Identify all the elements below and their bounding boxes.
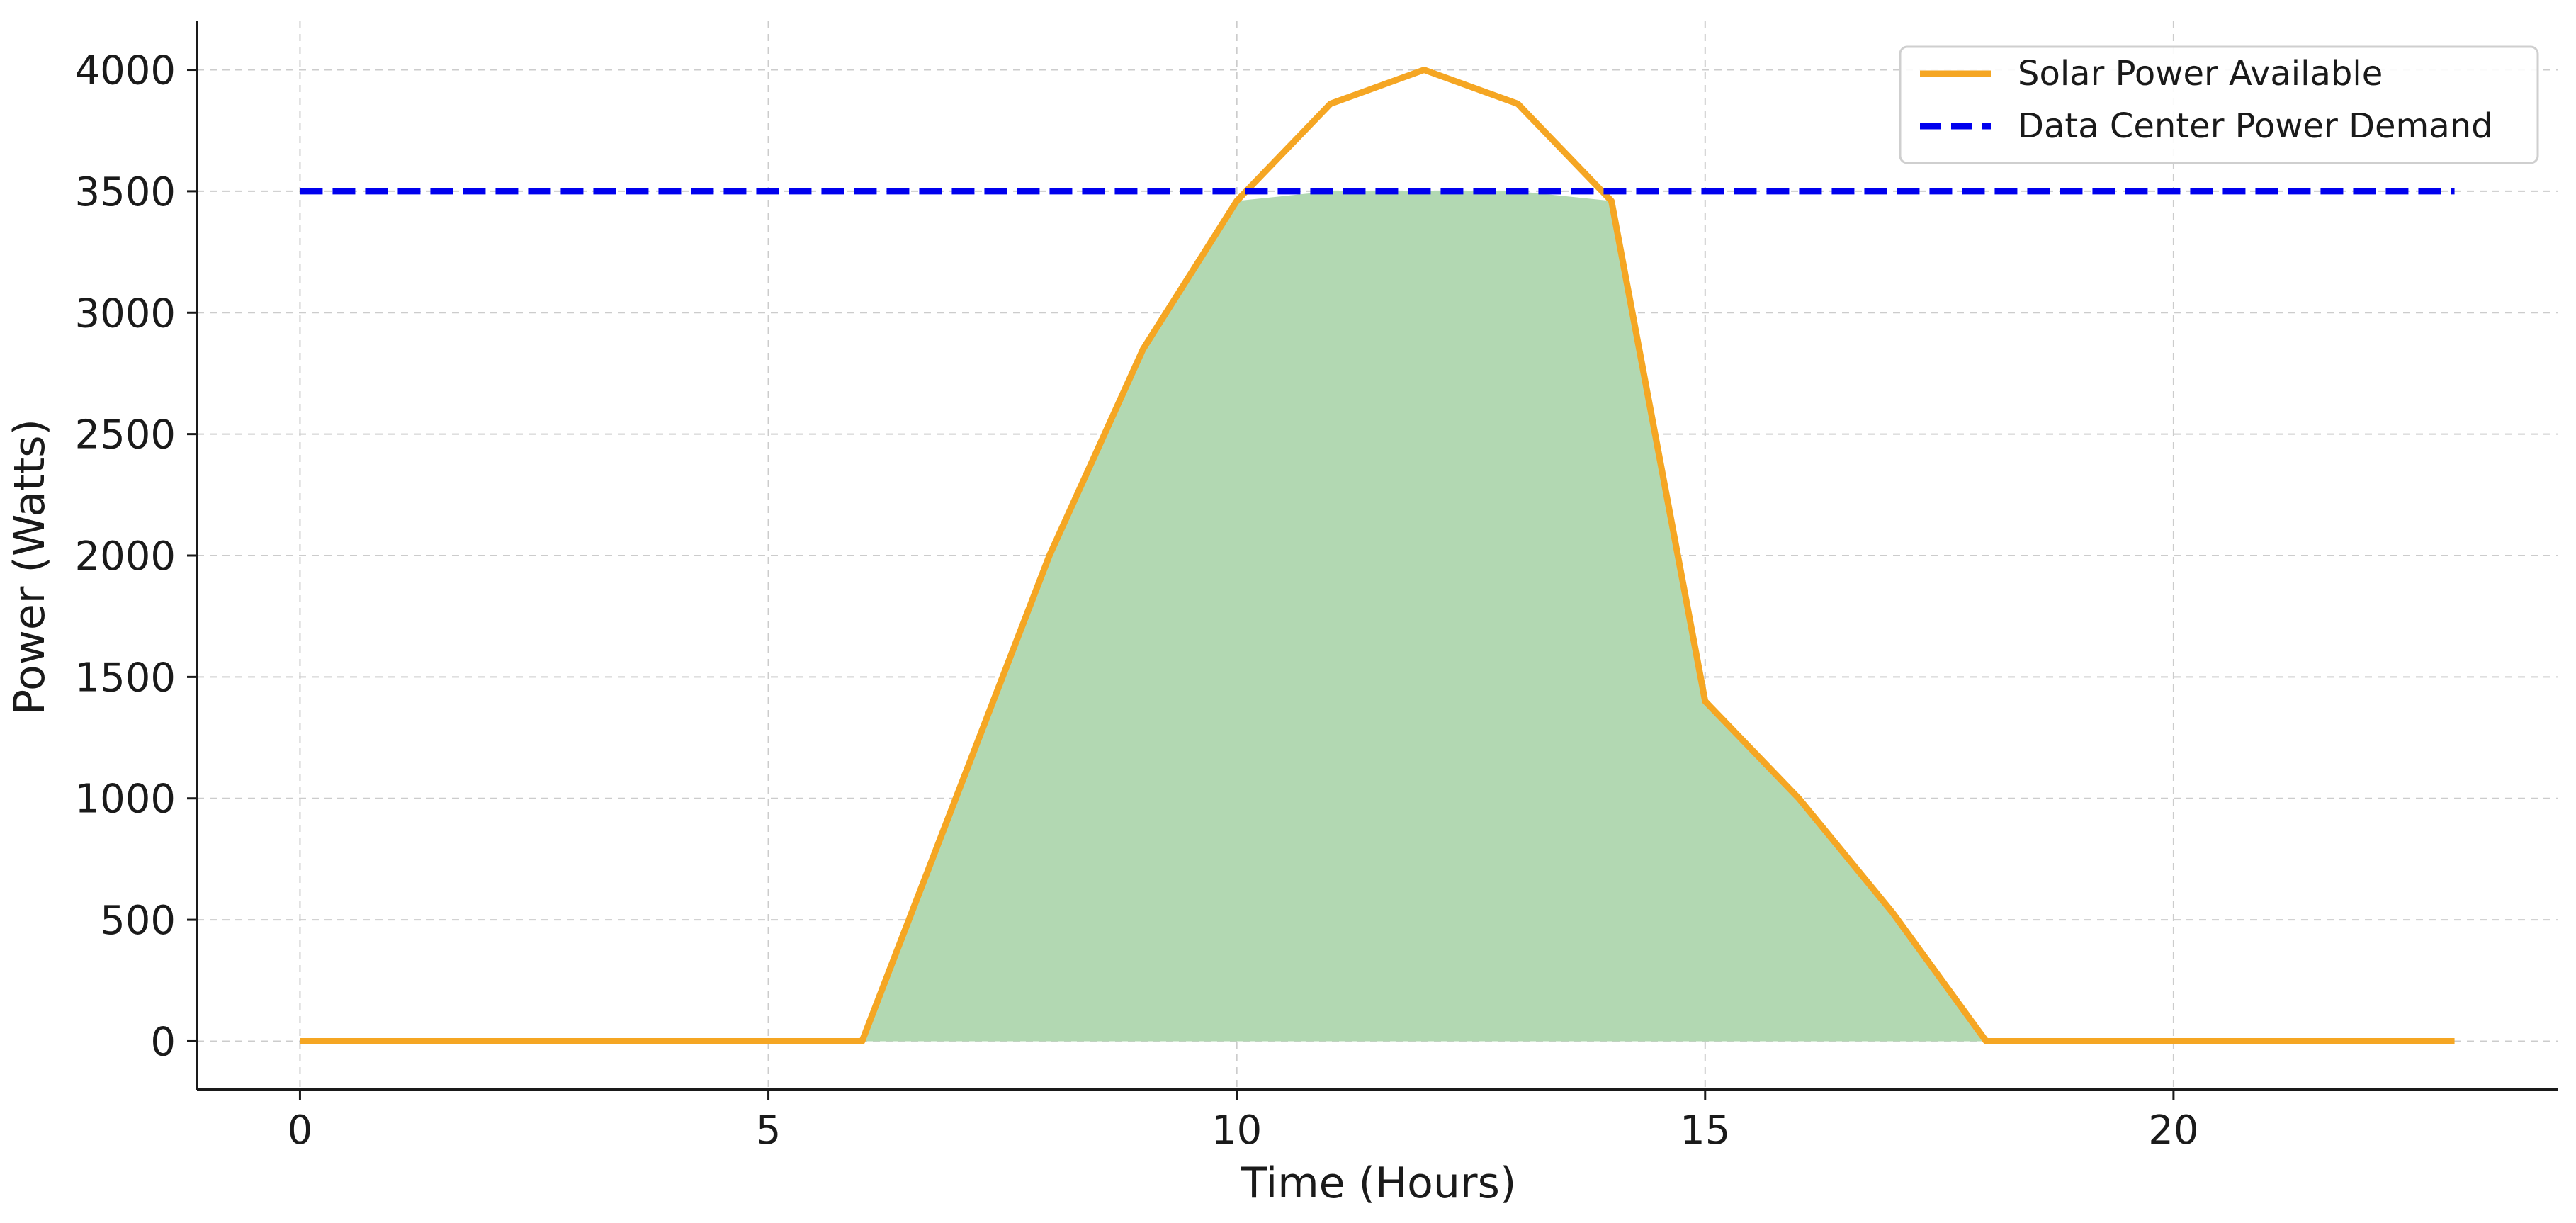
legend: Solar Power Available Data Center Power … xyxy=(1899,45,2539,164)
x-axis-title: Time (Hours) xyxy=(1241,1159,1517,1208)
x-tick-label-15: 15 xyxy=(1680,1108,1730,1154)
y-tick-label-0: 0 xyxy=(150,1019,176,1065)
y-tick-label-2500: 2500 xyxy=(74,412,176,458)
tick-labels: 0 5 10 15 20 0 500 1000 1500 2000 2500 3000 3500 4000 xyxy=(74,48,2198,1154)
series-line-solar xyxy=(300,67,2455,1044)
y-tick-label-500: 500 xyxy=(100,898,176,944)
y-tick-label-4000: 4000 xyxy=(74,48,176,94)
x-tick-label-0: 0 xyxy=(288,1108,313,1154)
series-lines xyxy=(300,67,2455,1044)
x-tick-label-5: 5 xyxy=(756,1108,781,1154)
legend-box xyxy=(1899,45,2539,164)
legend-label-demand: Data Center Power Demand xyxy=(2018,106,2493,146)
y-tick-label-1000: 1000 xyxy=(74,777,176,823)
solar-coverage-fill-area xyxy=(300,191,2455,1042)
x-tick-label-20: 20 xyxy=(2148,1108,2198,1154)
y-tick-label-2000: 2000 xyxy=(74,534,176,580)
y-axis-title: Power (Watts) xyxy=(5,419,55,715)
axes xyxy=(187,21,2558,1100)
y-tick-label-3500: 3500 xyxy=(74,169,176,215)
x-tick-label-10: 10 xyxy=(1211,1108,1262,1154)
y-tick-label-3000: 3000 xyxy=(74,291,176,337)
y-tick-label-1500: 1500 xyxy=(74,655,176,701)
legend-label-solar: Solar Power Available xyxy=(2018,54,2383,94)
